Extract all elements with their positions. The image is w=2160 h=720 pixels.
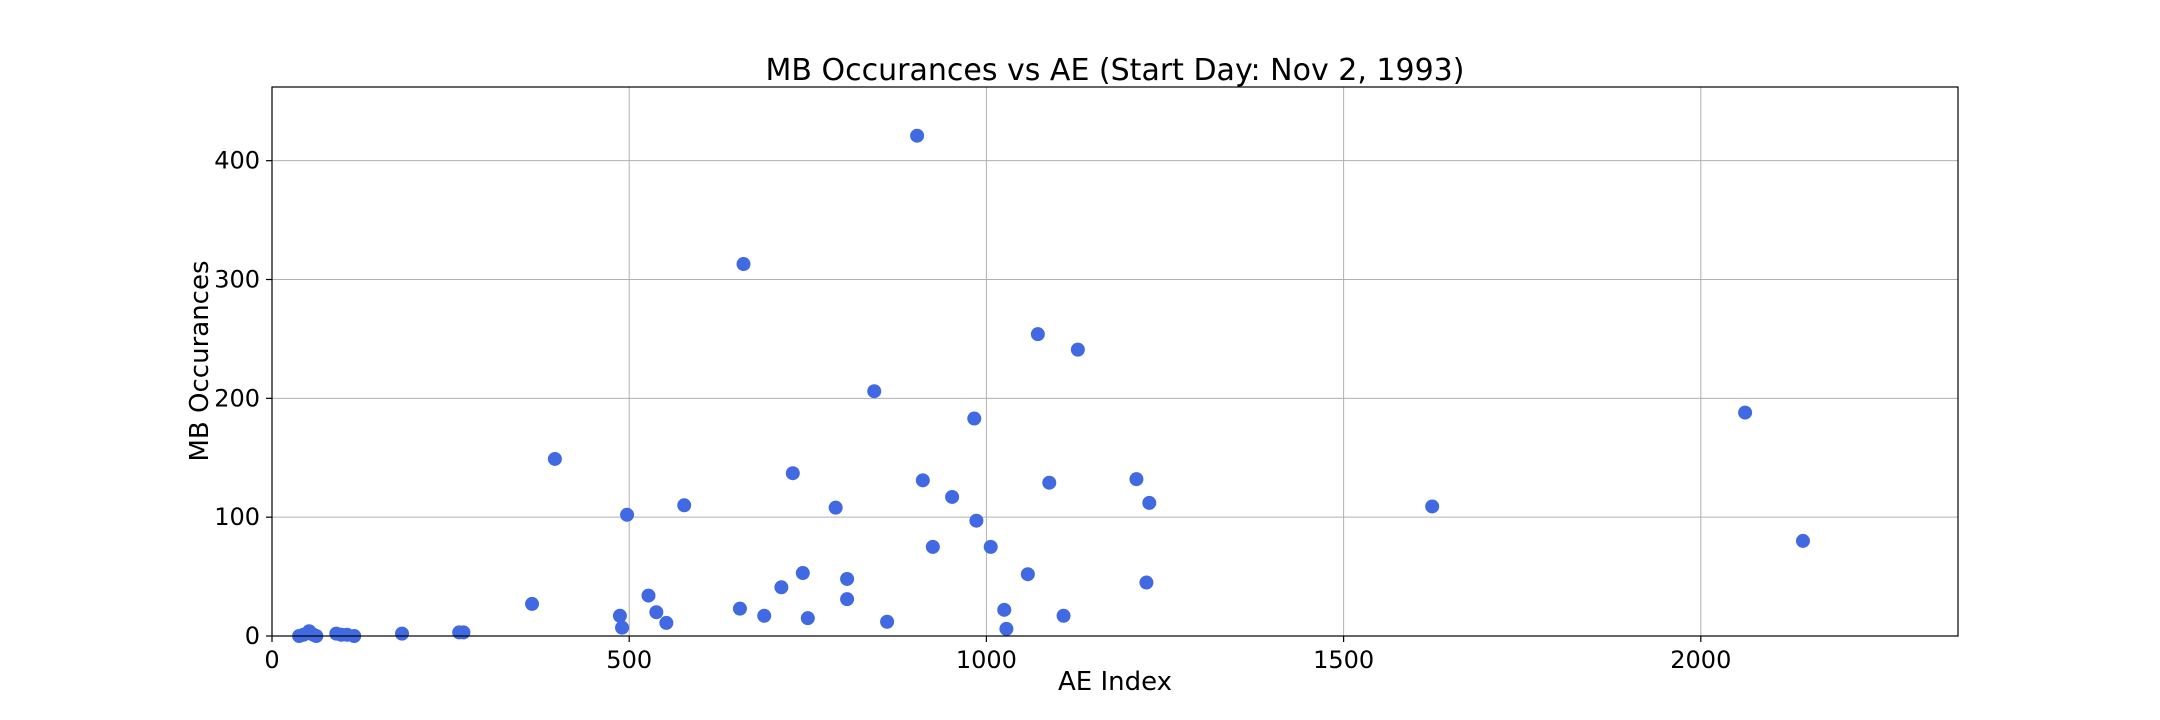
scatter-point xyxy=(1738,405,1753,420)
scatter-point xyxy=(840,571,855,586)
scatter-point xyxy=(395,626,410,641)
x-axis-label: AE Index xyxy=(1058,667,1172,697)
scatter-point xyxy=(620,507,635,522)
scatter-point xyxy=(732,601,747,616)
scatter-point xyxy=(1142,495,1157,510)
scatter-point xyxy=(915,473,930,488)
scatter-point xyxy=(969,513,984,528)
scatter-point xyxy=(641,588,656,603)
scatter-point xyxy=(1425,499,1440,514)
x-tick-label: 1500 xyxy=(1313,646,1374,674)
x-tick-label: 1000 xyxy=(956,646,1017,674)
x-tick-label: 500 xyxy=(606,646,652,674)
scatter-point xyxy=(828,500,843,515)
scatter-point xyxy=(967,411,982,426)
scatter-point xyxy=(880,614,895,629)
scatter-point xyxy=(757,608,772,623)
scatter-point xyxy=(800,611,815,626)
scatter-point xyxy=(1030,327,1045,342)
x-tick-label: 2000 xyxy=(1670,646,1731,674)
scatter-point xyxy=(1139,575,1154,590)
scatter-point xyxy=(659,615,674,630)
x-tick-label: 0 xyxy=(264,646,279,674)
scatter-point xyxy=(999,621,1014,636)
scatter-point xyxy=(997,602,1012,617)
plot-frame xyxy=(271,86,1959,637)
scatter-point xyxy=(840,592,855,607)
scatter-point xyxy=(615,620,630,635)
scatter-point xyxy=(774,580,789,595)
y-tick-label: 0 xyxy=(245,622,260,650)
scatter-point xyxy=(677,498,692,513)
axis-ticks: 0 500 1000 1500 2000 0 100 200 300 400 xyxy=(214,147,1731,674)
scatter-point xyxy=(649,605,664,620)
chart-title: MB Occurances vs AE (Start Day: Nov 2, 1… xyxy=(766,53,1465,88)
y-tick-label: 200 xyxy=(214,384,260,412)
scatter-point xyxy=(736,257,751,272)
scatter-point xyxy=(945,489,960,504)
scatter-point xyxy=(525,596,540,611)
scatter-point xyxy=(1056,608,1071,623)
scatter-point xyxy=(547,451,562,466)
scatter-point xyxy=(1042,475,1057,490)
scatter-point xyxy=(1129,472,1144,487)
scatter-point xyxy=(910,128,925,143)
y-tick-label: 300 xyxy=(214,266,260,294)
scatter-point xyxy=(1020,567,1035,582)
scatter-point xyxy=(612,608,627,623)
grid-lines xyxy=(271,87,1958,637)
y-tick-label: 400 xyxy=(214,147,260,175)
data-points xyxy=(292,128,1810,643)
scatter-point xyxy=(785,466,800,481)
scatter-point xyxy=(867,384,882,399)
scatter-point xyxy=(795,566,810,581)
y-axis-label: MB Occurances xyxy=(185,260,215,461)
scatter-point xyxy=(925,539,940,554)
scatter-point xyxy=(1070,342,1085,357)
scatter-point xyxy=(983,539,998,554)
y-tick-label: 100 xyxy=(214,503,260,531)
scatter-point xyxy=(1795,533,1810,548)
scatter-point xyxy=(456,625,471,640)
